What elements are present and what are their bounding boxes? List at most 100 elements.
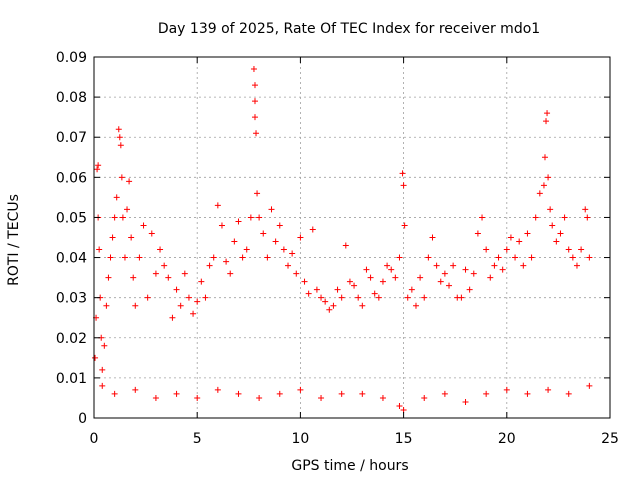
data-point — [289, 250, 296, 257]
data-point — [117, 142, 124, 149]
data-point — [565, 246, 572, 253]
y-tick-label: 0.04 — [56, 251, 87, 267]
data-point — [285, 262, 292, 269]
data-point — [272, 238, 279, 245]
data-point — [148, 230, 155, 237]
x-tick-label: 20 — [498, 431, 516, 447]
y-tick-label: 0.02 — [56, 331, 87, 347]
data-point — [359, 302, 366, 309]
data-points — [92, 66, 593, 413]
data-point — [429, 234, 436, 241]
data-point — [247, 214, 254, 221]
data-point — [251, 114, 258, 121]
data-point — [214, 386, 221, 393]
data-point — [313, 286, 320, 293]
data-point — [152, 270, 159, 277]
data-point — [379, 394, 386, 401]
data-point — [111, 390, 118, 397]
data-point — [417, 274, 424, 281]
data-point — [169, 314, 176, 321]
data-point — [250, 66, 257, 73]
data-point — [400, 406, 407, 413]
data-point — [474, 230, 481, 237]
data-point — [584, 214, 591, 221]
data-point — [355, 294, 362, 301]
data-point — [351, 282, 358, 289]
data-point — [276, 222, 283, 229]
data-point — [483, 246, 490, 253]
data-point — [528, 254, 535, 261]
data-point — [446, 282, 453, 289]
data-point — [115, 126, 122, 133]
data-point — [326, 306, 333, 313]
data-point — [130, 274, 137, 281]
data-point — [586, 382, 593, 389]
data-point — [495, 254, 502, 261]
data-point — [206, 262, 213, 269]
data-point — [334, 286, 341, 293]
data-point — [412, 302, 419, 309]
data-point — [136, 254, 143, 261]
data-point — [379, 278, 386, 285]
data-point — [569, 254, 576, 261]
y-tick-label: 0.09 — [56, 50, 87, 66]
data-point — [433, 262, 440, 269]
data-point — [264, 254, 271, 261]
data-point — [330, 302, 337, 309]
data-point — [491, 262, 498, 269]
y-tick-label: 0.07 — [56, 130, 87, 146]
data-point — [268, 206, 275, 213]
data-point — [297, 386, 304, 393]
data-point — [194, 298, 201, 305]
x-tick-label: 15 — [395, 431, 413, 447]
data-point — [119, 214, 126, 221]
x-tick-label: 10 — [291, 431, 309, 447]
data-point — [251, 98, 258, 105]
data-point — [375, 294, 382, 301]
y-tick-label: 0.06 — [56, 170, 87, 186]
data-point — [450, 262, 457, 269]
data-point — [239, 254, 246, 261]
data-point — [544, 110, 551, 117]
data-point — [293, 270, 300, 277]
data-point — [338, 294, 345, 301]
x-axis-title: GPS time / hours — [291, 458, 408, 474]
data-point — [524, 390, 531, 397]
data-point — [437, 278, 444, 285]
grid-lines — [94, 57, 610, 418]
data-point — [254, 190, 261, 197]
data-point — [346, 278, 353, 285]
data-point — [404, 294, 411, 301]
data-point — [396, 254, 403, 261]
data-point — [256, 214, 263, 221]
data-point — [483, 390, 490, 397]
data-point — [543, 118, 550, 125]
data-point — [421, 394, 428, 401]
data-point — [371, 290, 378, 297]
y-tick-label: 0.05 — [56, 210, 87, 226]
data-point — [396, 402, 403, 409]
data-point — [470, 270, 477, 277]
data-point — [297, 234, 304, 241]
data-point — [425, 254, 432, 261]
data-point — [173, 286, 180, 293]
data-point — [251, 82, 258, 89]
x-tick-label: 5 — [193, 431, 202, 447]
data-point — [165, 274, 172, 281]
data-point — [96, 246, 103, 253]
data-point — [512, 254, 519, 261]
data-point — [185, 294, 192, 301]
data-point — [218, 222, 225, 229]
data-point — [132, 302, 139, 309]
data-point — [235, 390, 242, 397]
data-point — [177, 302, 184, 309]
data-point — [524, 230, 531, 237]
data-point — [545, 386, 552, 393]
data-point — [161, 262, 168, 269]
x-tick-labels: 0 5 10 15 20 25 — [90, 431, 619, 447]
data-point — [280, 246, 287, 253]
data-point — [223, 258, 230, 265]
y-tick-label: 0.08 — [56, 90, 87, 106]
data-point — [441, 270, 448, 277]
